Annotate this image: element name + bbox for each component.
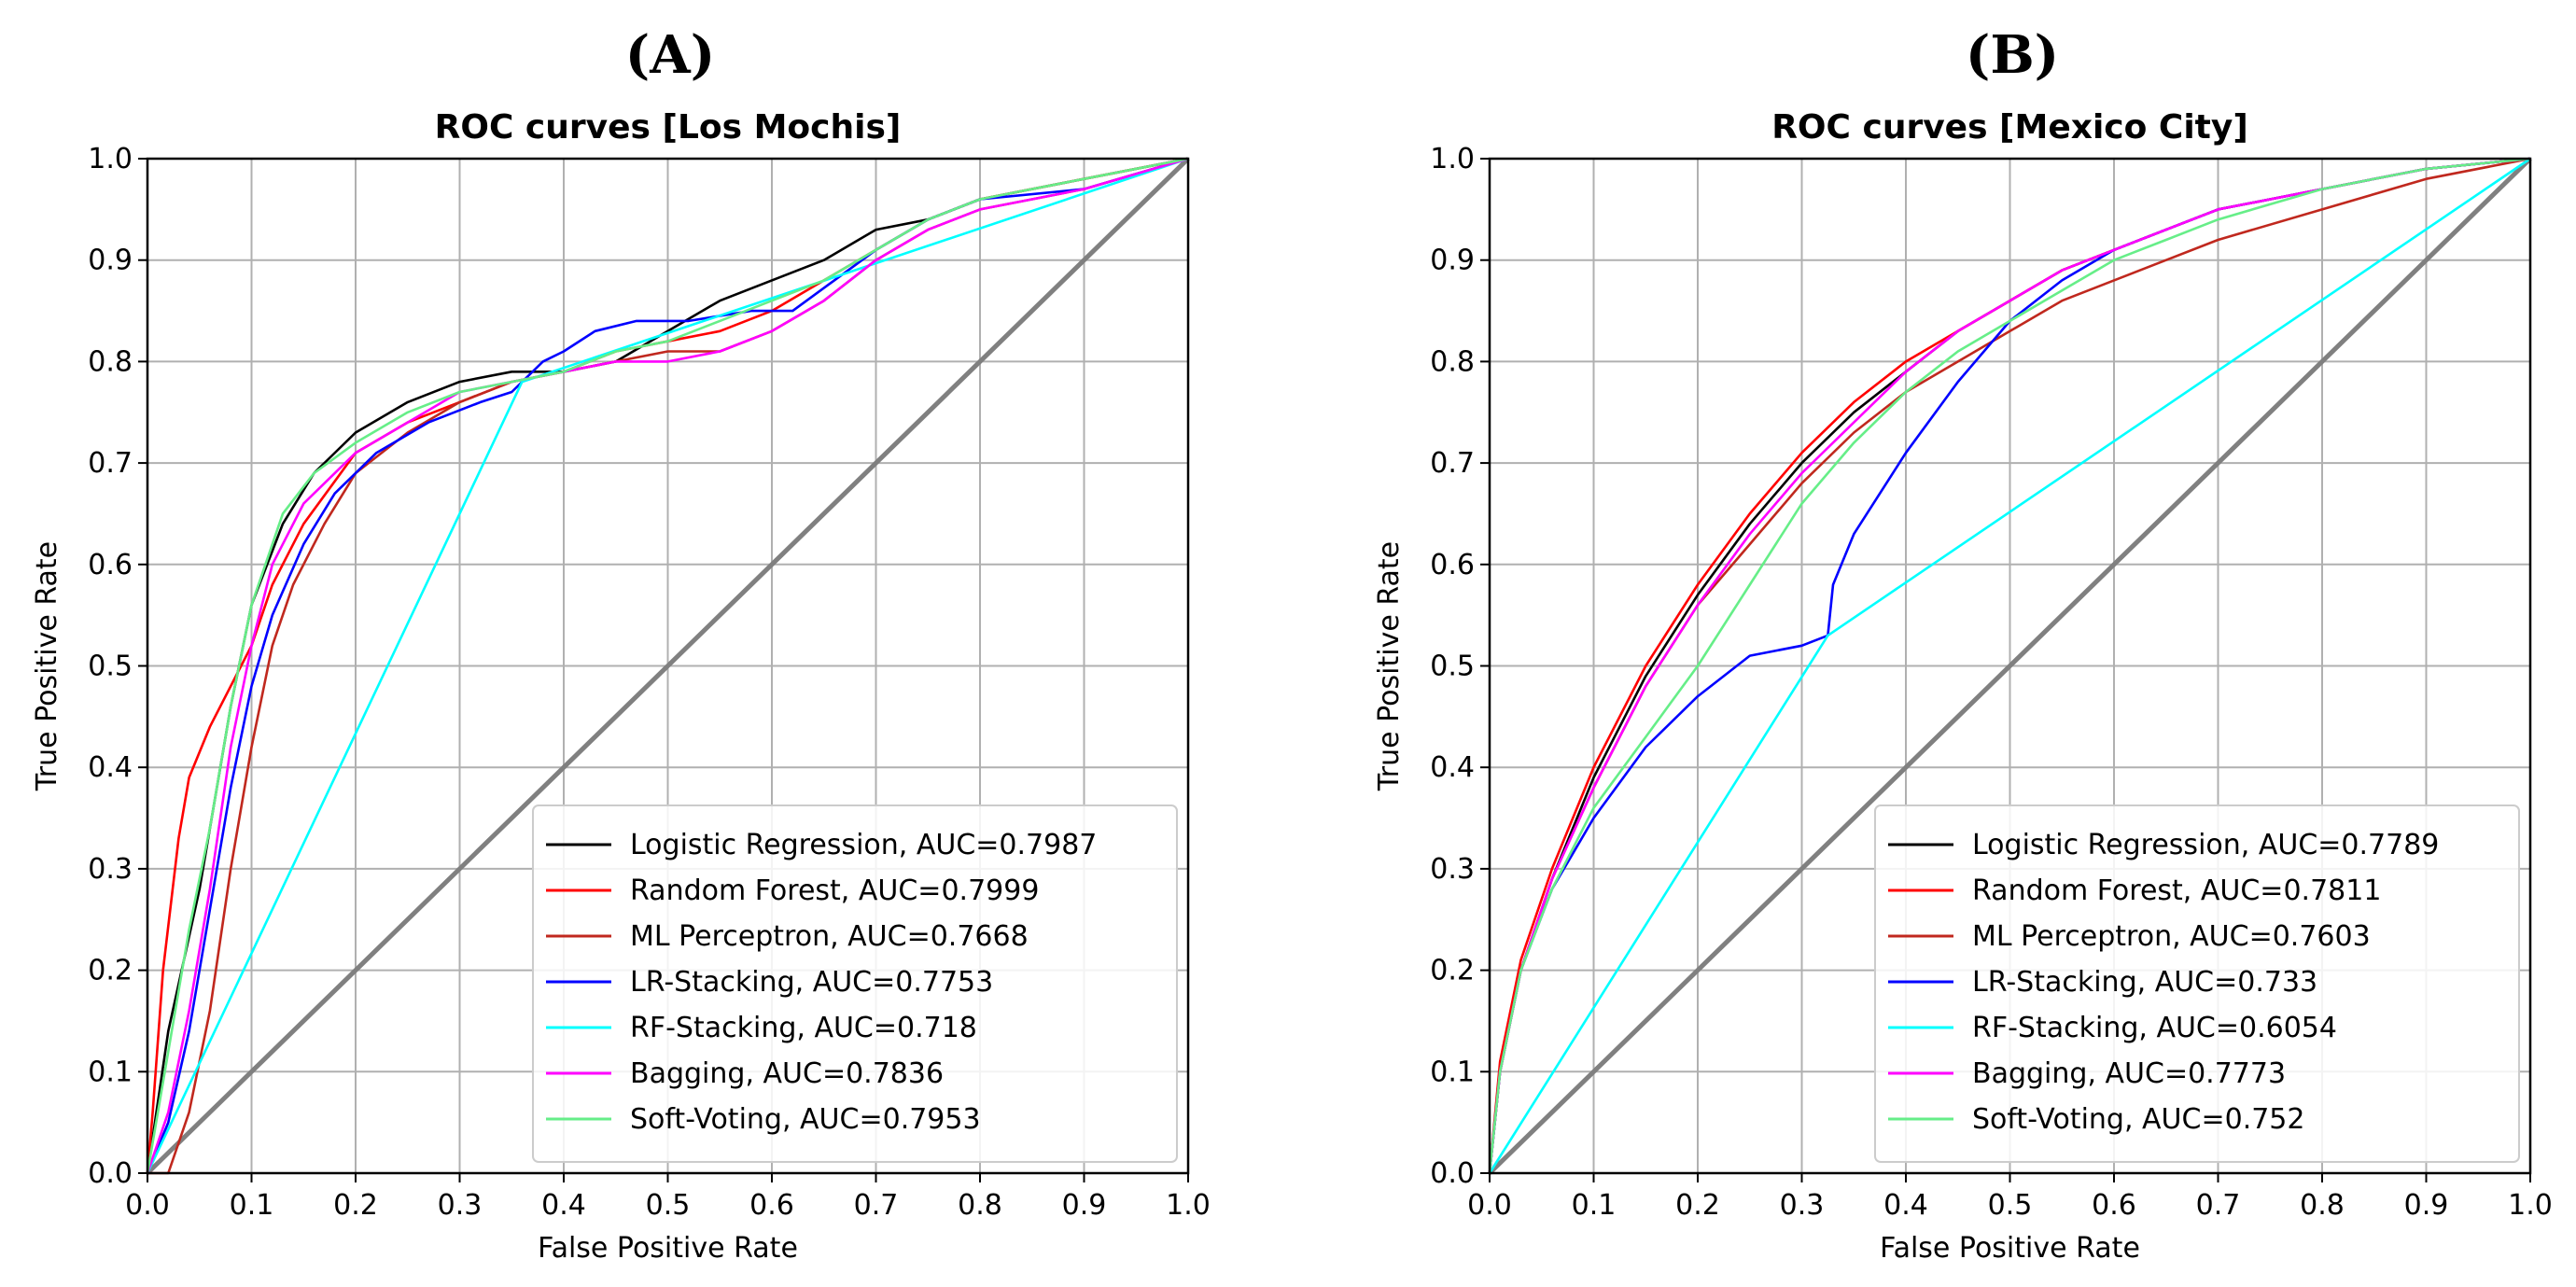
chart-title: ROC curves [Mexico City]	[1771, 108, 2248, 147]
y-tick-label: 0.8	[88, 345, 133, 378]
y-tick-label: 0.9	[1430, 245, 1475, 277]
y-tick-label: 0.8	[1430, 345, 1475, 378]
legend-entry: Random Forest, AUC=0.7999	[630, 874, 1039, 907]
x-tick-label: 1.0	[1166, 1189, 1211, 1222]
y-tick-label: 0.2	[88, 955, 133, 987]
legend-entry: RF-Stacking, AUC=0.718	[630, 1012, 977, 1044]
legend: Logistic Regression, AUC=0.7987 Random Fo…	[532, 804, 1178, 1163]
y-tick-label: 0.1	[1430, 1056, 1475, 1088]
x-tick-label: 0.1	[230, 1189, 274, 1222]
y-tick-label: 0.5	[88, 650, 133, 683]
y-tick-label: 0.2	[1430, 955, 1475, 987]
x-tick-label: 0.8	[2300, 1189, 2345, 1222]
panel-label: (A)	[625, 24, 715, 86]
x-tick-label: 0.0	[1467, 1189, 1512, 1222]
y-tick-label: 0.4	[1430, 751, 1475, 784]
x-tick-label: 0.9	[2404, 1189, 2449, 1222]
x-tick-label: 0.4	[1883, 1189, 1928, 1222]
y-tick-label: 0.9	[88, 245, 133, 277]
x-tick-label: 0.8	[958, 1189, 1002, 1222]
y-axis-label: True Positive Rate	[1373, 541, 1406, 791]
x-tick-label: 0.6	[749, 1189, 794, 1222]
y-tick-label: 1.0	[1430, 143, 1475, 175]
diagonal-reference-line	[1488, 157, 2532, 1175]
roc-panel-b: (B) ROC curves [Mexico City] 0.00.0 0.1 0.1 0…	[1373, 24, 2553, 1265]
y-tick-label: 0.3	[88, 853, 133, 886]
x-tick-label: 1.0	[2508, 1189, 2553, 1222]
roc-series-4	[1488, 157, 2531, 1174]
y-tick-label: 0.7	[88, 447, 133, 480]
x-tick-label: 0.0	[125, 1189, 170, 1222]
x-tick-label: 0.5	[646, 1189, 691, 1222]
diagonal-reference-line	[146, 157, 1190, 1175]
x-tick-label: 0.5	[1988, 1189, 2033, 1222]
y-tick-label: 1.0	[88, 143, 133, 175]
y-tick-label: 0.6	[88, 549, 133, 581]
x-tick-label: 0.7	[2196, 1189, 2241, 1222]
legend-entry: LR-Stacking, AUC=0.733	[1972, 966, 2317, 999]
y-tick-label: 0.7	[1430, 447, 1475, 480]
roc-series-4	[146, 157, 1189, 1174]
legend-entry: Bagging, AUC=0.7773	[1972, 1057, 2286, 1090]
y-tick-label: 0.5	[1430, 650, 1475, 683]
y-tick-label: 0.3	[1430, 853, 1475, 886]
x-tick-label: 0.2	[333, 1189, 378, 1222]
x-tick-label: 0.4	[541, 1189, 586, 1222]
roc-panel-a: (A) ROC curves [Los Mochis] 0.00.0 0.1 0.1 0.…	[31, 24, 1211, 1265]
x-axis-label: False Positive Rate	[538, 1232, 798, 1265]
x-tick-label: 0.3	[1780, 1189, 1825, 1222]
legend-entry: Soft-Voting, AUC=0.752	[1972, 1103, 2304, 1136]
x-axis-label: False Positive Rate	[1880, 1232, 2140, 1265]
legend-entry: ML Perceptron, AUC=0.7603	[1972, 920, 2371, 953]
y-tick-label: 0.0	[1430, 1157, 1475, 1190]
x-tick-label: 0.2	[1675, 1189, 1720, 1222]
legend-entry: LR-Stacking, AUC=0.7753	[630, 966, 993, 999]
panel-label: (B)	[1966, 24, 2059, 86]
legend-entry: ML Perceptron, AUC=0.7668	[630, 920, 1029, 953]
legend-entry: Random Forest, AUC=0.7811	[1972, 874, 2381, 907]
x-tick-label: 0.7	[854, 1189, 899, 1222]
legend-entry: Logistic Regression, AUC=0.7987	[630, 829, 1097, 861]
x-tick-label: 0.9	[1062, 1189, 1107, 1222]
chart-title: ROC curves [Los Mochis]	[435, 108, 902, 147]
x-tick-label: 0.1	[1572, 1189, 1617, 1222]
x-tick-label: 0.3	[438, 1189, 483, 1222]
legend: Logistic Regression, AUC=0.7789 Random Fo…	[1874, 804, 2520, 1163]
legend-entry: Bagging, AUC=0.7836	[630, 1057, 944, 1090]
y-tick-label: 0.6	[1430, 549, 1475, 581]
legend-box	[532, 804, 1178, 1163]
legend-entry: RF-Stacking, AUC=0.6054	[1972, 1012, 2337, 1044]
x-tick-label: 0.6	[2092, 1189, 2136, 1222]
legend-entry: Soft-Voting, AUC=0.7953	[630, 1103, 981, 1136]
y-tick-label: 0.1	[88, 1056, 133, 1088]
y-tick-label: 0.4	[88, 751, 133, 784]
roc-series-6	[1488, 157, 2531, 1174]
legend-box	[1874, 804, 2520, 1163]
y-tick-label: 0.0	[88, 1157, 133, 1190]
roc-series-6	[146, 157, 1189, 1174]
roc-series-5	[1488, 157, 2531, 1174]
y-axis-label: True Positive Rate	[31, 541, 63, 791]
legend-entry: Logistic Regression, AUC=0.7789	[1972, 829, 2439, 861]
